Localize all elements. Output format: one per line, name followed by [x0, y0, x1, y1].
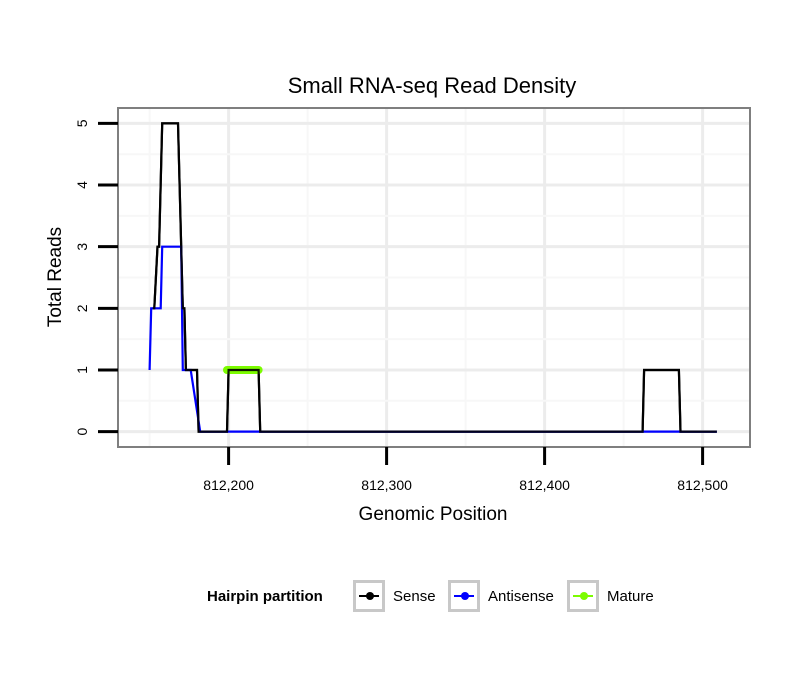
legend-dot-sense [366, 592, 374, 600]
x-axis-label: Genomic Position [359, 504, 508, 525]
legend-dot-mature [580, 592, 588, 600]
y-axis: 0 1 2 3 4 5 [74, 119, 118, 435]
legend-key-mature [567, 580, 599, 612]
legend-key-antisense [448, 580, 480, 612]
x-tick-label: 812,500 [677, 477, 728, 493]
legend-label-sense: Sense [393, 588, 436, 605]
y-tick-label: 1 [74, 366, 90, 374]
x-tick-label: 812,300 [361, 477, 412, 493]
legend-label-antisense: Antisense [488, 588, 554, 605]
x-axis: 812,200 812,300 812,400 812,500 [203, 447, 728, 493]
y-tick-label: 3 [74, 243, 90, 251]
y-tick-label: 2 [74, 304, 90, 312]
y-axis-label: Total Reads [45, 227, 66, 327]
legend-label-mature: Mature [607, 588, 654, 605]
legend-key-sense [353, 580, 385, 612]
legend-dot-antisense [461, 592, 469, 600]
legend: Hairpin partition Sense Antisense Mature [0, 578, 810, 618]
series-layer [148, 122, 717, 433]
y-tick-label: 5 [74, 119, 90, 127]
x-tick-label: 812,400 [519, 477, 570, 493]
grid [118, 108, 750, 447]
x-tick-label: 812,200 [203, 477, 254, 493]
chart-title: Small RNA-seq Read Density [288, 73, 577, 98]
legend-title: Hairpin partition [207, 588, 323, 605]
plot-border [117, 107, 751, 448]
y-tick-label: 4 [74, 181, 90, 189]
y-tick-label: 0 [74, 427, 90, 435]
series-line-sense-overlay [152, 122, 717, 433]
